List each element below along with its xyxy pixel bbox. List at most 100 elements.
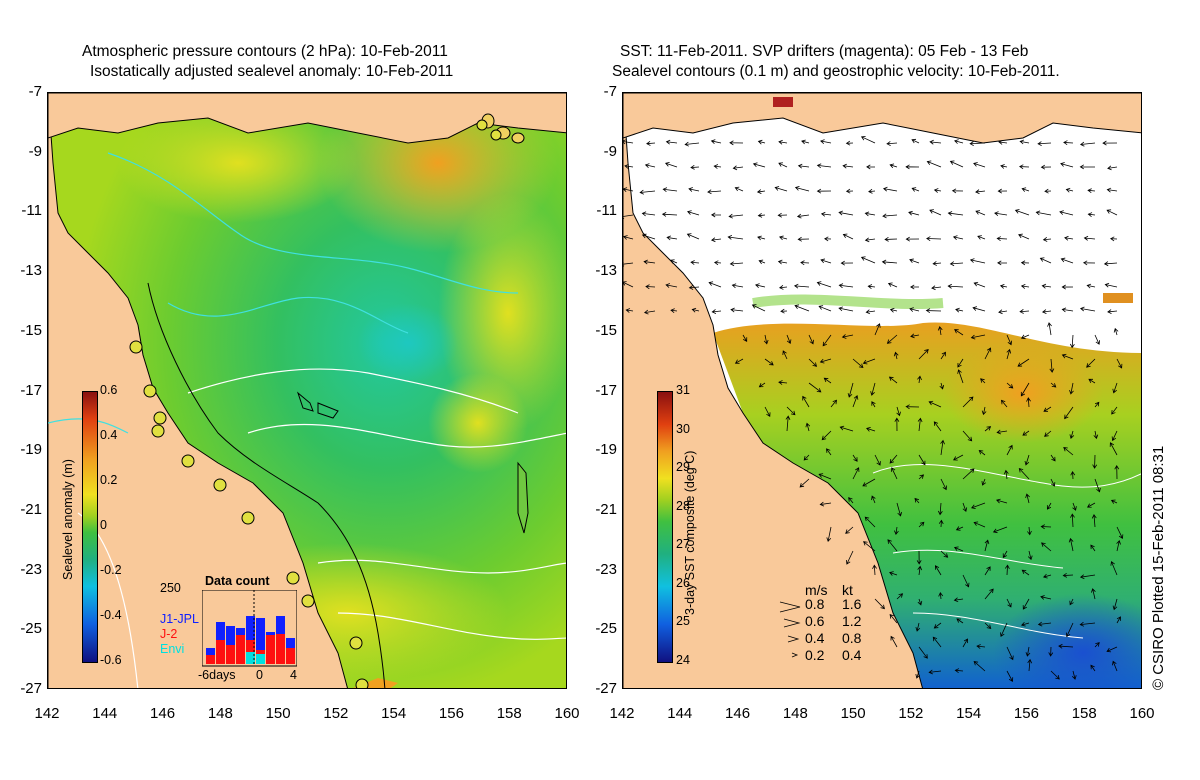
velocity-arrow [643,259,656,265]
velocity-arrow [940,550,949,558]
velocity-arrow [1050,670,1060,680]
velocity-arrow [1037,621,1052,627]
velocity-arrow [871,401,876,408]
velocity-arrow [687,210,700,216]
velocity-legend-ms-1: 0.6 [805,613,825,629]
velocity-arrow [1022,598,1030,610]
velocity-arrow [957,358,964,368]
velocity-arrow [1106,187,1118,193]
velocity-arrow [889,307,898,313]
velocity-arrow [1042,237,1052,242]
right-colorbar-tick: 31 [676,383,690,397]
velocity-arrow [826,448,832,456]
velocity-arrow [915,622,921,632]
velocity-arrow [1064,235,1074,241]
velocity-arrow [1020,284,1030,289]
velocity-arrow [888,376,898,384]
velocity-arrow [954,139,964,144]
velocity-arrow [728,213,744,219]
velocity-arrow [1079,306,1096,312]
right-colorbar-tick: 29 [676,460,690,475]
velocity-arrow [1041,309,1052,315]
velocity-arrow [1027,658,1033,672]
velocity-arrow [664,161,678,168]
velocity-arrow [917,417,923,432]
velocity-arrow [670,308,678,314]
velocity-arrow [757,212,766,218]
velocity-arrow [970,334,986,340]
velocity-arrow [711,309,722,314]
velocity-arrow [1111,406,1118,415]
velocity-arrow [1021,569,1030,576]
right-colorbar-tick: 26 [676,575,690,590]
right-map-panel[interactable] [622,92,1142,689]
velocity-arrow [785,415,791,432]
velocity-arrow [1019,309,1030,314]
velocity-arrow [1037,141,1052,146]
velocity-arrow [758,259,766,265]
velocity-arrow [940,351,946,360]
velocity-arrow [623,214,634,219]
velocity-arrow [845,188,854,194]
velocity-arrow [862,358,876,365]
velocity-arrow [1106,646,1118,653]
velocity-arrow [947,211,964,216]
velocity-arrow [820,139,832,144]
velocity-arrow [730,307,744,313]
left-y-tick: -15 [20,321,42,339]
velocity-arrow [984,588,994,600]
velocity-arrow [786,406,796,416]
velocity-arrow [818,305,832,312]
velocity-arrow [794,304,810,312]
velocity-arrow [890,467,898,480]
velocity-arrow [710,139,722,144]
velocity-arrow [1109,442,1118,456]
right-x-tick: 142 [609,705,635,722]
right-y-tick: -27 [595,680,617,697]
velocity-arrow [645,284,656,290]
velocity-arrow [646,141,656,146]
velocity-arrow [976,644,986,649]
velocity-arrow [940,478,947,491]
velocity-arrow [1020,382,1030,397]
velocity-arrow [867,284,876,289]
velocity-arrow [872,564,877,576]
velocity-arrow [996,429,1008,435]
velocity-arrow [1087,188,1096,194]
velocity-arrow [1021,187,1030,192]
velocity-arrow [764,358,774,366]
velocity-arrow [1041,542,1052,552]
velocity-arrow [909,258,920,264]
velocity-arrow [820,258,832,264]
velocity-arrow [981,478,986,486]
velocity-arrow [800,260,810,266]
velocity-arrow [1000,164,1008,169]
velocity-arrow [1047,322,1052,336]
velocity-arrow [998,140,1008,145]
velocity-arrow [914,497,920,504]
left-map-panel[interactable] [47,92,567,689]
right-colorbar-tick: 30 [676,421,690,436]
velocity-arrow [951,188,964,194]
velocity-arrow [931,285,942,291]
velocity-arrow [764,406,771,417]
velocity-arrow [971,502,986,510]
velocity-arrow [1000,399,1008,408]
velocity-arrow [666,235,678,241]
velocity-legend-ms-2: 0.4 [805,630,825,646]
right-colorbar-tick: 28 [676,498,690,513]
velocity-arrow [710,237,722,243]
legend-j1jpl: J1-JPL [160,612,199,626]
velocity-arrow [1018,233,1030,240]
velocity-arrow [896,593,904,600]
velocity-arrow [661,211,678,217]
velocity-arrow [1004,564,1010,576]
velocity-arrow [1110,499,1118,504]
velocity-arrow [997,188,1008,194]
velocity-arrow [905,404,920,410]
velocity-arrow [1094,642,1100,648]
velocity-arrow [848,497,854,504]
velocity-arrow [1006,348,1012,360]
velocity-arrow [1040,595,1052,600]
velocity-arrow [665,283,678,288]
